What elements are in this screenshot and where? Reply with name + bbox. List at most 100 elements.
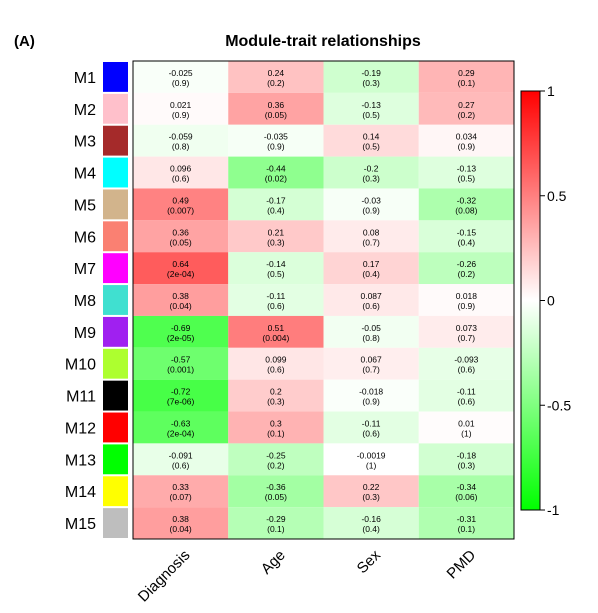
cell-correlation: -0.69: [171, 323, 191, 333]
cell-pvalue: (0.1): [267, 428, 285, 438]
column-label: PMD: [444, 547, 480, 583]
heatmap-cell: [323, 347, 419, 380]
heatmap-cell: [228, 507, 324, 539]
heatmap-cell: [133, 92, 229, 125]
heatmap-cell: [323, 443, 419, 476]
row-label: M11: [66, 389, 96, 406]
cell-pvalue: (0.3): [362, 492, 380, 502]
row-label: M4: [74, 166, 96, 183]
cell-pvalue: (0.3): [458, 460, 476, 470]
cell-correlation: -0.16: [361, 514, 381, 524]
cell-pvalue: (0.8): [172, 142, 190, 152]
cell-pvalue: (1): [461, 428, 472, 438]
cell-pvalue: (0.6): [172, 174, 190, 184]
heatmap-cell: [133, 507, 229, 539]
heatmap-cell: [228, 156, 324, 189]
cell-correlation: 0.49: [172, 195, 189, 205]
heatmap-border: [132, 60, 515, 540]
row-label: M6: [74, 229, 96, 246]
cell-pvalue: (0.4): [458, 237, 476, 247]
cell-correlation: 0.21: [268, 227, 285, 237]
cell-correlation: -0.29: [266, 514, 286, 524]
heatmap-cell: [418, 220, 514, 253]
cell-correlation: 0.2: [270, 387, 282, 397]
cell-pvalue: (0.3): [267, 237, 285, 247]
cell-pvalue: (0.5): [362, 110, 380, 120]
row-label: M10: [65, 357, 96, 374]
row-label: M7: [74, 261, 96, 278]
heatmap-cell: [418, 507, 514, 539]
heatmap-cell: [133, 252, 229, 285]
color-scale-tick-label: 0.5: [547, 188, 567, 204]
cell-pvalue: (0.1): [458, 524, 476, 534]
cell-pvalue: (2e-04): [167, 269, 195, 279]
heatmap-cell: [418, 284, 514, 316]
cell-correlation: -0.34: [457, 482, 477, 492]
column-label: Sex: [354, 546, 385, 577]
heatmap-cell: [228, 220, 324, 253]
cell-correlation: 0.33: [172, 482, 189, 492]
cell-correlation: -0.44: [266, 164, 286, 174]
cell-correlation: -0.11: [362, 418, 381, 428]
cell-correlation: -0.11: [457, 387, 476, 397]
heatmap-cell: [133, 284, 229, 316]
cell-pvalue: (0.9): [458, 142, 476, 152]
cell-pvalue: (0.9): [172, 78, 190, 88]
row-label: M5: [74, 197, 96, 214]
heatmap-cell: [133, 124, 229, 157]
cell-correlation: 0.018: [456, 291, 478, 301]
cell-correlation: -0.13: [457, 164, 477, 174]
cell-correlation: -0.32: [457, 195, 477, 205]
cell-pvalue: (0.3): [362, 174, 380, 184]
cell-pvalue: (0.08): [455, 205, 477, 215]
module-color-swatches: [103, 62, 128, 538]
column-labels: Diagnosis Age Sex PMD: [135, 546, 479, 605]
cell-correlation: -0.57: [171, 355, 191, 365]
heatmap-cell: [418, 475, 514, 508]
heatmap-cell: [228, 252, 324, 285]
cell-correlation: 0.38: [172, 514, 189, 524]
cell-pvalue: (0.04): [170, 524, 192, 534]
heatmap-cell: [228, 315, 324, 348]
cell-correlation: -0.26: [457, 259, 477, 269]
cell-correlation: 0.27: [458, 100, 475, 110]
cell-pvalue: (0.2): [267, 78, 285, 88]
row-label: M3: [74, 134, 96, 151]
cell-pvalue: (0.5): [267, 269, 285, 279]
heatmap-cell: [418, 61, 514, 93]
heatmap-cell: [133, 475, 229, 508]
cell-correlation: 0.01: [458, 418, 475, 428]
chart-title: Module-trait relationships: [225, 33, 421, 50]
cell-pvalue: (0.004): [262, 333, 289, 343]
heatmap-cell: [418, 315, 514, 348]
cell-pvalue: (0.1): [458, 78, 476, 88]
cell-correlation: -0.25: [266, 450, 286, 460]
cell-correlation: -0.018: [359, 387, 383, 397]
heatmap-cell: [133, 156, 229, 189]
row-label: M12: [65, 420, 96, 437]
row-label: M9: [74, 325, 96, 342]
cell-correlation: -0.2: [364, 164, 379, 174]
cell-correlation: -0.36: [266, 482, 286, 492]
cell-correlation: -0.63: [171, 418, 191, 428]
heatmap-cell: [228, 284, 324, 316]
cell-pvalue: (0.04): [170, 301, 192, 311]
module-swatch: [103, 221, 128, 252]
module-swatch: [103, 62, 128, 92]
cell-correlation: -0.15: [457, 227, 477, 237]
module-swatch: [103, 476, 128, 507]
cell-pvalue: (0.2): [458, 269, 476, 279]
cell-pvalue: (0.1): [267, 524, 285, 534]
cell-correlation: 0.3: [270, 418, 282, 428]
module-swatch: [103, 253, 128, 284]
heatmap-cell: [228, 188, 324, 221]
heatmap-cell: [418, 347, 514, 380]
cell-pvalue: (0.2): [267, 460, 285, 470]
cell-correlation: -0.05: [361, 323, 381, 333]
cell-pvalue: (0.4): [362, 269, 380, 279]
module-swatch: [103, 285, 128, 315]
cell-correlation: 0.36: [268, 100, 285, 110]
module-swatch: [103, 93, 128, 124]
cell-correlation: -0.13: [361, 100, 381, 110]
module-swatch: [103, 348, 128, 379]
